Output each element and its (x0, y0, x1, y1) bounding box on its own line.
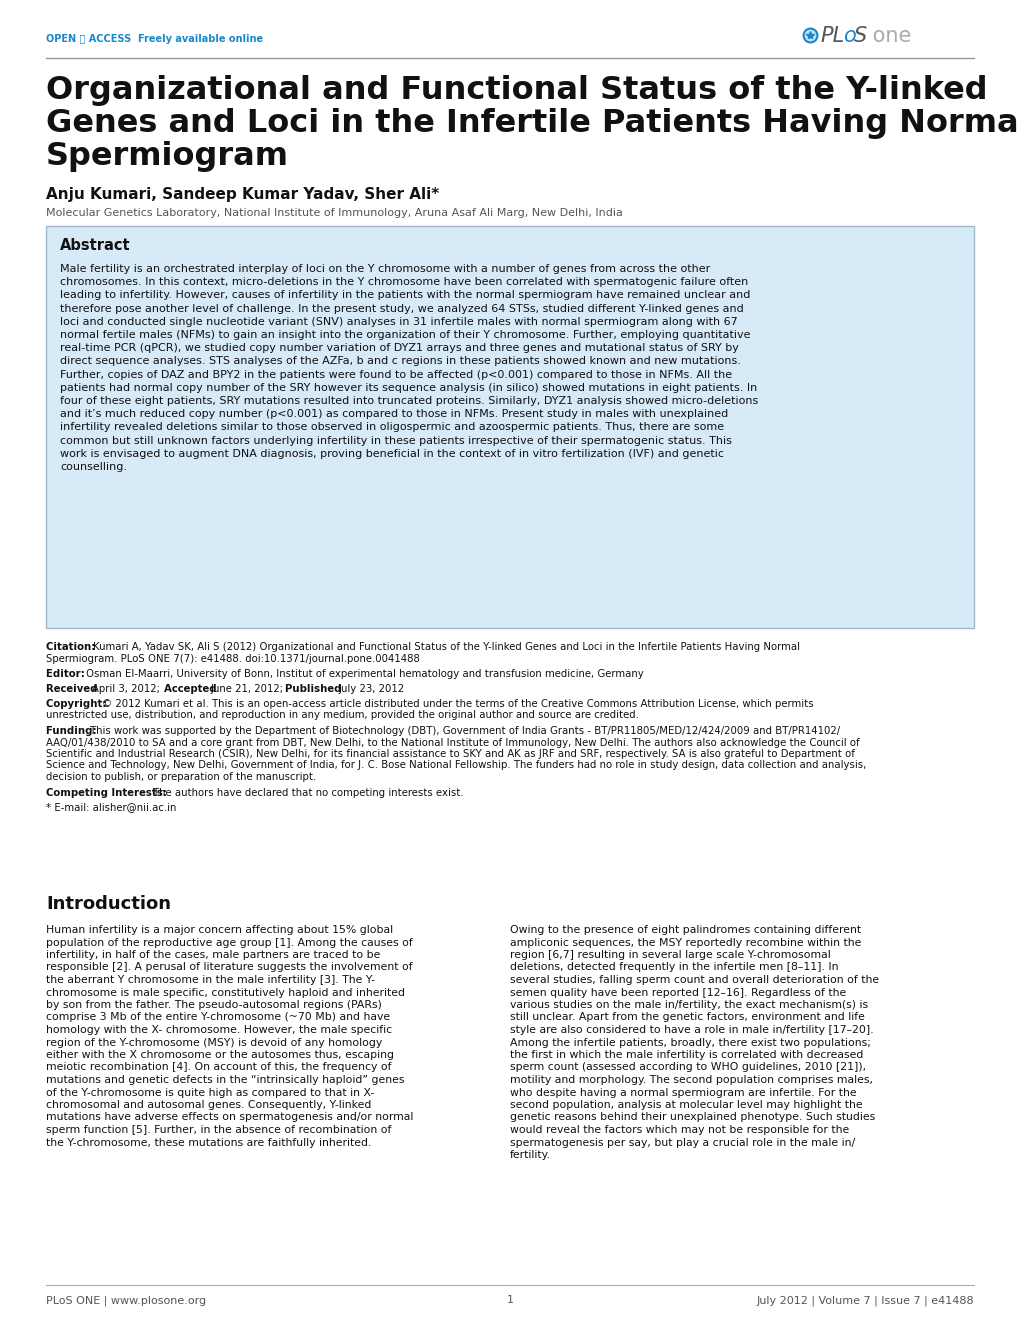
Text: Scientific and Industrial Research (CSIR), New Delhi, for its financial assistan: Scientific and Industrial Research (CSIR… (46, 749, 854, 759)
Text: region [6,7] resulting in several large scale Y-chromosomal: region [6,7] resulting in several large … (510, 950, 829, 960)
Text: Spermiogram: Spermiogram (46, 141, 288, 173)
Text: decision to publish, or preparation of the manuscript.: decision to publish, or preparation of t… (46, 772, 316, 782)
Text: Anju Kumari, Sandeep Kumar Yadav, Sher Ali*: Anju Kumari, Sandeep Kumar Yadav, Sher A… (46, 187, 439, 202)
Text: Introduction: Introduction (46, 896, 171, 913)
Text: loci and conducted single nucleotide variant (SNV) analyses in 31 infertile male: loci and conducted single nucleotide var… (60, 317, 737, 327)
Text: chromosome is male specific, constitutively haploid and inherited: chromosome is male specific, constitutiv… (46, 988, 405, 997)
Text: patients had normal copy number of the SRY however its sequence analysis (in sil: patients had normal copy number of the S… (60, 383, 756, 392)
Text: Competing Interests:: Competing Interests: (46, 788, 170, 798)
Text: who despite having a normal spermiogram are infertile. For the: who despite having a normal spermiogram … (510, 1088, 856, 1097)
Text: PL: PL (819, 26, 844, 46)
Text: Among the infertile patients, broadly, there exist two populations;: Among the infertile patients, broadly, t… (510, 1038, 870, 1047)
Text: various studies on the male in/fertility, the exact mechanism(s) is: various studies on the male in/fertility… (510, 1000, 867, 1010)
Text: genetic reasons behind their unexplained phenotype. Such studies: genetic reasons behind their unexplained… (510, 1113, 874, 1122)
Text: ampliconic sequences, the MSY reportedly recombine within the: ampliconic sequences, the MSY reportedly… (510, 938, 860, 947)
Bar (46, 227, 973, 628)
Text: Male fertility is an orchestrated interplay of loci on the Y chromosome with a n: Male fertility is an orchestrated interp… (60, 263, 709, 274)
Text: four of these eight patients, SRY mutations resulted into truncated proteins. Si: four of these eight patients, SRY mutati… (60, 396, 757, 406)
Text: of the Y-chromosome is quite high as compared to that in X-: of the Y-chromosome is quite high as com… (46, 1088, 374, 1097)
Text: the Y-chromosome, these mutations are faithfully inherited.: the Y-chromosome, these mutations are fa… (46, 1138, 371, 1147)
Text: therefore pose another level of challenge. In the present study, we analyzed 64 : therefore pose another level of challeng… (60, 304, 743, 313)
Text: sperm count (assessed according to WHO guidelines, 2010 [21]),: sperm count (assessed according to WHO g… (510, 1063, 865, 1072)
Text: would reveal the factors which may not be responsible for the: would reveal the factors which may not b… (510, 1125, 849, 1135)
Text: chromosomes. In this context, micro-deletions in the Y chromosome have been corr: chromosomes. In this context, micro-dele… (60, 277, 748, 287)
Text: meiotic recombination [4]. On account of this, the frequency of: meiotic recombination [4]. On account of… (46, 1063, 391, 1072)
Text: deletions, detected frequently in the infertile men [8–11]. In: deletions, detected frequently in the in… (510, 963, 838, 972)
Text: Published: Published (284, 684, 344, 694)
Text: mutations and genetic defects in the “intrinsically haploid” genes: mutations and genetic defects in the “in… (46, 1075, 405, 1085)
Text: OPEN ⓘ ACCESS  Freely available online: OPEN ⓘ ACCESS Freely available online (46, 34, 263, 43)
Text: comprise 3 Mb of the entire Y-chromosome (~70 Mb) and have: comprise 3 Mb of the entire Y-chromosome… (46, 1013, 389, 1022)
Text: population of the reproductive age group [1]. Among the causes of: population of the reproductive age group… (46, 938, 413, 947)
Text: still unclear. Apart from the genetic factors, environment and life: still unclear. Apart from the genetic fa… (510, 1013, 864, 1022)
Text: PLoS ONE | www.plosone.org: PLoS ONE | www.plosone.org (46, 1295, 206, 1305)
Text: counselling.: counselling. (60, 462, 127, 471)
Text: several studies, falling sperm count and overall deterioration of the: several studies, falling sperm count and… (510, 975, 878, 985)
Text: normal fertile males (NFMs) to gain an insight into the organization of their Y : normal fertile males (NFMs) to gain an i… (60, 331, 750, 340)
Text: July 23, 2012: July 23, 2012 (338, 684, 405, 694)
Text: Further, copies of DAZ and BPY2 in the patients were found to be affected (p<0.0: Further, copies of DAZ and BPY2 in the p… (60, 370, 732, 379)
Text: real-time PCR (qPCR), we studied copy number variation of DYZ1 arrays and three : real-time PCR (qPCR), we studied copy nu… (60, 344, 738, 353)
Text: leading to infertility. However, causes of infertility in the patients with the : leading to infertility. However, causes … (60, 291, 750, 300)
Text: AAQ/01/438/2010 to SA and a core grant from DBT, New Delhi, to the National Inst: AAQ/01/438/2010 to SA and a core grant f… (46, 738, 859, 748)
Text: motility and morphology. The second population comprises males,: motility and morphology. The second popu… (510, 1075, 872, 1085)
Text: S: S (853, 26, 866, 46)
Text: 1: 1 (506, 1295, 513, 1305)
Text: July 2012 | Volume 7 | Issue 7 | e41488: July 2012 | Volume 7 | Issue 7 | e41488 (756, 1295, 973, 1305)
Text: region of the Y-chromosome (MSY) is devoid of any homology: region of the Y-chromosome (MSY) is devo… (46, 1038, 382, 1047)
Text: style are also considered to have a role in male in/fertility [17–20].: style are also considered to have a role… (510, 1025, 872, 1035)
Text: The authors have declared that no competing interests exist.: The authors have declared that no compet… (153, 788, 464, 798)
Text: Science and Technology, New Delhi, Government of India, for J. C. Bose National : Science and Technology, New Delhi, Gover… (46, 760, 865, 770)
Text: Spermiogram. PLoS ONE 7(7): e41488. doi:10.1371/journal.pone.0041488: Spermiogram. PLoS ONE 7(7): e41488. doi:… (46, 653, 420, 664)
Text: infertility, in half of the cases, male partners are traced to be: infertility, in half of the cases, male … (46, 950, 380, 960)
Text: Osman El-Maarri, University of Bonn, Institut of experimental hematology and tra: Osman El-Maarri, University of Bonn, Ins… (86, 669, 643, 680)
Text: unrestricted use, distribution, and reproduction in any medium, provided the ori: unrestricted use, distribution, and repr… (46, 710, 638, 720)
Text: direct sequence analyses. STS analyses of the AZFa, b and c regions in these pat: direct sequence analyses. STS analyses o… (60, 357, 740, 366)
Text: work is envisaged to augment DNA diagnosis, proving beneficial in the context of: work is envisaged to augment DNA diagnos… (60, 449, 723, 458)
Text: sperm function [5]. Further, in the absence of recombination of: sperm function [5]. Further, in the abse… (46, 1125, 391, 1135)
Text: Funding:: Funding: (46, 726, 100, 736)
Text: infertility revealed deletions similar to those observed in oligospermic and azo: infertility revealed deletions similar t… (60, 423, 723, 432)
Text: by son from the father. The pseudo-autosomal regions (PARs): by son from the father. The pseudo-autos… (46, 1000, 381, 1010)
Text: Human infertility is a major concern affecting about 15% global: Human infertility is a major concern aff… (46, 925, 392, 935)
Text: Organizational and Functional Status of the Y-linked: Organizational and Functional Status of … (46, 75, 986, 105)
Text: Molecular Genetics Laboratory, National Institute of Immunology, Aruna Asaf Ali : Molecular Genetics Laboratory, National … (46, 208, 623, 219)
Text: semen quality have been reported [12–16]. Regardless of the: semen quality have been reported [12–16]… (510, 988, 846, 997)
Text: April 3, 2012;: April 3, 2012; (92, 684, 163, 694)
Text: common but still unknown factors underlying infertility in these patients irresp: common but still unknown factors underly… (60, 436, 732, 445)
Text: Genes and Loci in the Infertile Patients Having Normal: Genes and Loci in the Infertile Patients… (46, 108, 1019, 140)
Text: Editor:: Editor: (46, 669, 89, 680)
Text: homology with the X- chromosome. However, the male specific: homology with the X- chromosome. However… (46, 1025, 391, 1035)
Text: Kumari A, Yadav SK, Ali S (2012) Organizational and Functional Status of the Y-l: Kumari A, Yadav SK, Ali S (2012) Organiz… (93, 641, 799, 652)
Text: one: one (865, 26, 911, 46)
Text: Copyright:: Copyright: (46, 699, 110, 709)
Text: either with the X chromosome or the autosomes thus, escaping: either with the X chromosome or the auto… (46, 1050, 393, 1060)
Text: Owing to the presence of eight palindromes containing different: Owing to the presence of eight palindrom… (510, 925, 860, 935)
Text: the aberrant Y chromosome in the male infertility [3]. The Y-: the aberrant Y chromosome in the male in… (46, 975, 375, 985)
Text: This work was supported by the Department of Biotechnology (DBT), Government of : This work was supported by the Departmen… (90, 726, 840, 736)
Text: responsible [2]. A perusal of literature suggests the involvement of: responsible [2]. A perusal of literature… (46, 963, 413, 972)
Text: Received: Received (46, 684, 101, 694)
Text: o: o (842, 26, 855, 46)
Text: second population, analysis at molecular level may highlight the: second population, analysis at molecular… (510, 1100, 862, 1110)
Text: Citation:: Citation: (46, 641, 99, 652)
Text: Accepted: Accepted (164, 684, 220, 694)
Text: chromosomal and autosomal genes. Consequently, Y-linked: chromosomal and autosomal genes. Consequ… (46, 1100, 371, 1110)
Text: © 2012 Kumari et al. This is an open-access article distributed under the terms : © 2012 Kumari et al. This is an open-acc… (102, 699, 813, 709)
Text: Abstract: Abstract (60, 238, 130, 253)
Text: mutations have adverse effects on spermatogenesis and/or normal: mutations have adverse effects on sperma… (46, 1113, 413, 1122)
Text: the first in which the male infertility is correlated with decreased: the first in which the male infertility … (510, 1050, 862, 1060)
Text: and it’s much reduced copy number (p<0.001) as compared to those in NFMs. Presen: and it’s much reduced copy number (p<0.0… (60, 410, 728, 419)
Text: June 21, 2012;: June 21, 2012; (211, 684, 287, 694)
Text: spermatogenesis per say, but play a crucial role in the male in/: spermatogenesis per say, but play a cruc… (510, 1138, 854, 1147)
Text: * E-mail: alisher@nii.ac.in: * E-mail: alisher@nii.ac.in (46, 802, 176, 813)
Text: fertility.: fertility. (510, 1150, 550, 1160)
